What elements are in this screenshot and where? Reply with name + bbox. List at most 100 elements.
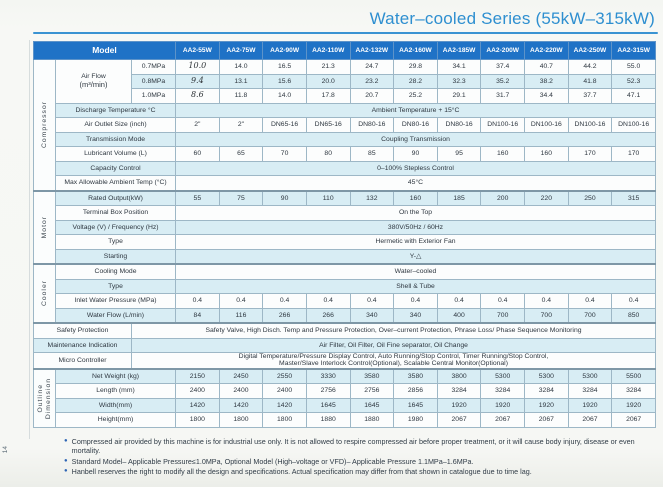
- section-label-word: Dimension: [44, 377, 52, 419]
- value-cell: 2": [175, 117, 220, 133]
- value-cell: 1645: [393, 397, 438, 414]
- value-cell: 0.4: [262, 293, 307, 309]
- value-cell: 3284: [567, 383, 613, 399]
- column-header-aa2-90w: AA2-90W: [262, 41, 307, 60]
- row-label-air-outlet-size-inch: Air Outlet Size (inch): [54, 117, 177, 133]
- value-cell: 5300: [524, 367, 569, 385]
- row-label-maintenance-indication: Maintenance Indication: [33, 337, 132, 353]
- column-header-aa2-75w: AA2-75W: [218, 41, 264, 60]
- span-value-cell: 0–100% Stepless Control: [175, 160, 656, 176]
- table-row: Starting Y-△: [34, 248, 656, 265]
- column-header-aa2-250w: AA2-250W: [567, 41, 613, 60]
- table-row: Cooler Cooling Mode Water–cooled: [33, 263, 656, 324]
- value-cell: 116: [218, 307, 264, 324]
- value-cell: 17.8: [305, 88, 351, 104]
- value-cell: 35.2: [480, 73, 526, 89]
- section-label-word: Outline: [37, 384, 45, 413]
- value-cell: 700: [480, 307, 526, 324]
- row-label-lubricant-volume-l: Lubricant Volume (L): [54, 146, 177, 162]
- column-header-aa2-110w: AA2-110W: [305, 41, 351, 60]
- row-label-safety-protection: Safety Protection: [33, 322, 132, 339]
- page-number: 14: [2, 446, 9, 454]
- value-cell: 3580: [393, 367, 438, 385]
- value-cell: 2856: [393, 383, 438, 399]
- value-cell: 84: [175, 307, 220, 324]
- value-cell: 1420: [262, 397, 307, 414]
- table-row: Lubricant Volume (L) 60 65 70 80 85 90 95 160 160…: [34, 146, 656, 162]
- value-cell: 340: [393, 307, 438, 324]
- value-cell: 1920: [524, 397, 569, 414]
- section-label-word: Motor: [40, 216, 48, 239]
- row-label-capacity-control: Capacity Control: [54, 160, 177, 176]
- value-cell: 2067: [611, 412, 656, 428]
- span-value-cell: Safety Valve, High Disch. Temp and Press…: [131, 322, 656, 339]
- value-cell: 2400: [175, 383, 220, 399]
- value-cell: 2067: [524, 412, 569, 428]
- value-cell: 60: [175, 146, 220, 162]
- value-cell: 1420: [175, 397, 220, 414]
- column-header-aa2-55w: AA2-55W: [175, 41, 220, 60]
- page-fold-line: [29, 40, 30, 439]
- value-cell: 1645: [349, 397, 395, 414]
- value-cell: 266: [262, 307, 307, 324]
- row-label-micro-controller: Micro Controller: [33, 351, 132, 370]
- value-cell: 34.1: [436, 59, 482, 75]
- value-cell: 0.4: [524, 293, 569, 309]
- row-label-transmission-mode: Transmission Mode: [54, 131, 177, 147]
- value-cell: 29.1: [436, 88, 482, 104]
- span-value-cell: Coupling Transmission: [175, 131, 656, 147]
- span-value-cell: Y-△: [175, 248, 656, 265]
- row-label-height-mm: Height(mm): [54, 412, 177, 428]
- value-cell: 0.4: [349, 293, 395, 309]
- value-cell: 90: [262, 189, 307, 206]
- row-label-net-weight-kg: Net Weight (kg): [54, 367, 177, 385]
- table-row: Inlet Water Pressure (MPa) 0.4 0.4 0.4 0.4 0.…: [34, 293, 656, 309]
- value-cell: 0.4: [611, 293, 656, 309]
- value-cell: 160: [393, 189, 438, 206]
- column-header-aa2-220w: AA2-220W: [524, 41, 569, 60]
- value-cell: 0.4: [218, 293, 264, 309]
- column-header-aa2-200w: AA2-200W: [480, 41, 526, 60]
- value-cell: 37.4: [480, 59, 526, 75]
- value-cell: 8.6: [175, 88, 220, 104]
- title-underline: [33, 32, 658, 34]
- span-value-cell: Air Filter, Oil Filter, Oil Fine separat…: [131, 337, 656, 353]
- value-cell: 16.5: [262, 59, 307, 75]
- handwritten-value: 9.4: [190, 75, 204, 85]
- value-cell: 90: [393, 146, 438, 162]
- value-cell: 75: [218, 189, 264, 206]
- row-label-length-mm: Length (mm): [54, 383, 177, 399]
- span-value-cell: Ambient Temperature + 15°C: [175, 102, 656, 118]
- row-label-starting: Starting: [54, 248, 177, 265]
- value-cell: 95: [436, 146, 482, 162]
- value-cell: 1920: [567, 397, 613, 414]
- table-row: Motor Rated Output(kW) 55 75 90 110 132 160 185 2…: [33, 189, 656, 265]
- table-row: Capacity Control 0–100% Stepless Control: [34, 160, 656, 176]
- value-cell: 250: [567, 189, 613, 206]
- value-cell: 1880: [349, 412, 395, 428]
- bullet-icon: ●: [64, 468, 68, 475]
- table-row: Discharge Temperature °C Ambient Temperat…: [34, 102, 656, 118]
- value-cell: 5300: [567, 367, 613, 385]
- value-cell: 3800: [436, 367, 482, 385]
- table-row: Transmission Mode Coupling Transmission: [34, 131, 656, 147]
- value-cell: 700: [524, 307, 569, 324]
- value-cell: 315: [611, 189, 656, 206]
- value-cell: 85: [349, 146, 395, 162]
- column-header-aa2-160w: AA2-160W: [393, 41, 438, 60]
- span-value-cell: On the Top: [175, 205, 656, 221]
- section-label-word: Cooler: [40, 280, 48, 307]
- value-cell: 2400: [218, 383, 264, 399]
- span-value-cell: 380V/50Hz / 60Hz: [175, 219, 656, 235]
- row-label-voltage-v-frequency-hz: Voltage (V) / Frequency (Hz): [54, 219, 177, 235]
- value-cell: 2550: [262, 367, 307, 385]
- value-cell: 2400: [262, 383, 307, 399]
- footnote-2: ● Standard Model– Applicable Pressure≤1.0…: [64, 457, 656, 467]
- value-cell: 10.0: [175, 59, 220, 75]
- value-cell: 2067: [567, 412, 613, 428]
- table-row: Type Shell & Tube: [34, 278, 656, 294]
- table-row: Voltage (V) / Frequency (Hz) 380V/50Hz / …: [34, 219, 656, 235]
- span-value-cell: Shell & Tube: [175, 278, 656, 294]
- footnote-text: Hanbell reserves the right to modify all…: [71, 467, 532, 477]
